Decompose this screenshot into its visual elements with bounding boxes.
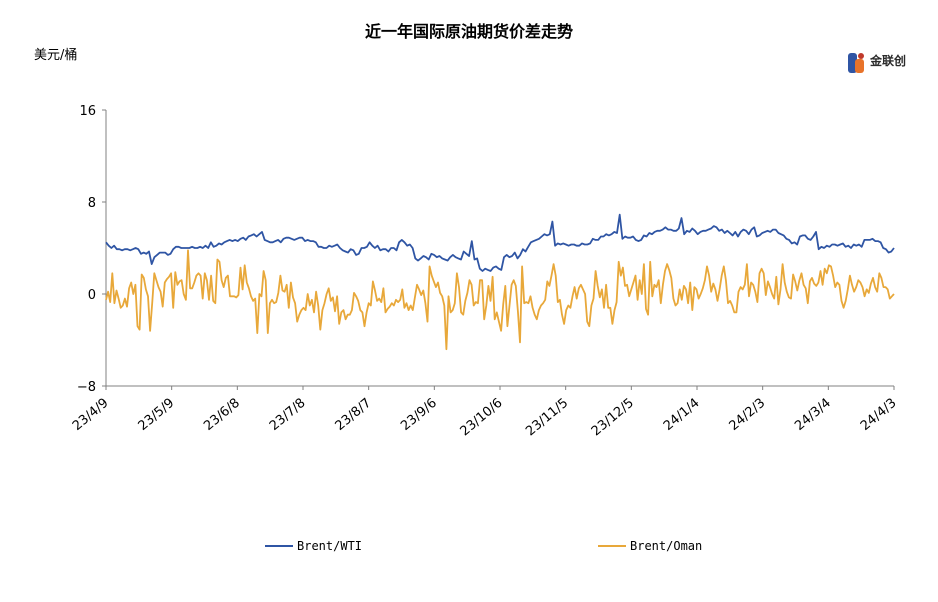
- x-tick-label: 24/4/3: [858, 396, 900, 434]
- x-tick-label: 23/11/5: [523, 396, 571, 440]
- legend-label-brent-oman: Brent/Oman: [630, 539, 702, 553]
- x-tick-label: 23/5/9: [136, 396, 178, 434]
- chart-axes: −8 0 8 16 23/4/9 23/5/9 23/6/8 23/7/8 23/8/7 23/9…: [70, 104, 900, 439]
- x-tick-label: 23/8/7: [333, 396, 375, 434]
- brand-logo: 金联创: [846, 50, 916, 80]
- series-line-brent-oman: [105, 249, 895, 351]
- y-axis-unit-label: 美元/桶: [34, 48, 78, 63]
- legend-label-brent-wti: Brent/WTI: [297, 539, 362, 553]
- y-tick-label: 0: [88, 288, 96, 303]
- y-tick-label: 8: [88, 196, 96, 211]
- logo-mark-icon: [848, 53, 864, 73]
- x-tick-label: 24/1/4: [661, 396, 703, 434]
- x-tick-label: 23/4/9: [70, 396, 112, 434]
- legend: Brent/WTI Brent/Oman: [265, 539, 702, 553]
- x-tick-label: 24/3/4: [792, 396, 834, 434]
- x-tick-label: 23/12/5: [589, 396, 637, 440]
- series-layer: [105, 213, 895, 351]
- y-tick-label: 16: [79, 104, 96, 119]
- logo-text: 金联创: [870, 54, 907, 68]
- series-line-brent-wti: [105, 213, 895, 272]
- x-tick-label: 23/9/6: [398, 396, 440, 434]
- x-tick-label: 23/10/6: [458, 396, 506, 440]
- chart-title: 近一年国际原油期货价差走势: [364, 22, 573, 41]
- y-tick-label: −8: [77, 380, 96, 395]
- x-tick-label: 23/7/8: [267, 396, 309, 434]
- x-tick-label: 24/2/3: [727, 396, 769, 434]
- x-tick-label: 23/6/8: [201, 396, 243, 434]
